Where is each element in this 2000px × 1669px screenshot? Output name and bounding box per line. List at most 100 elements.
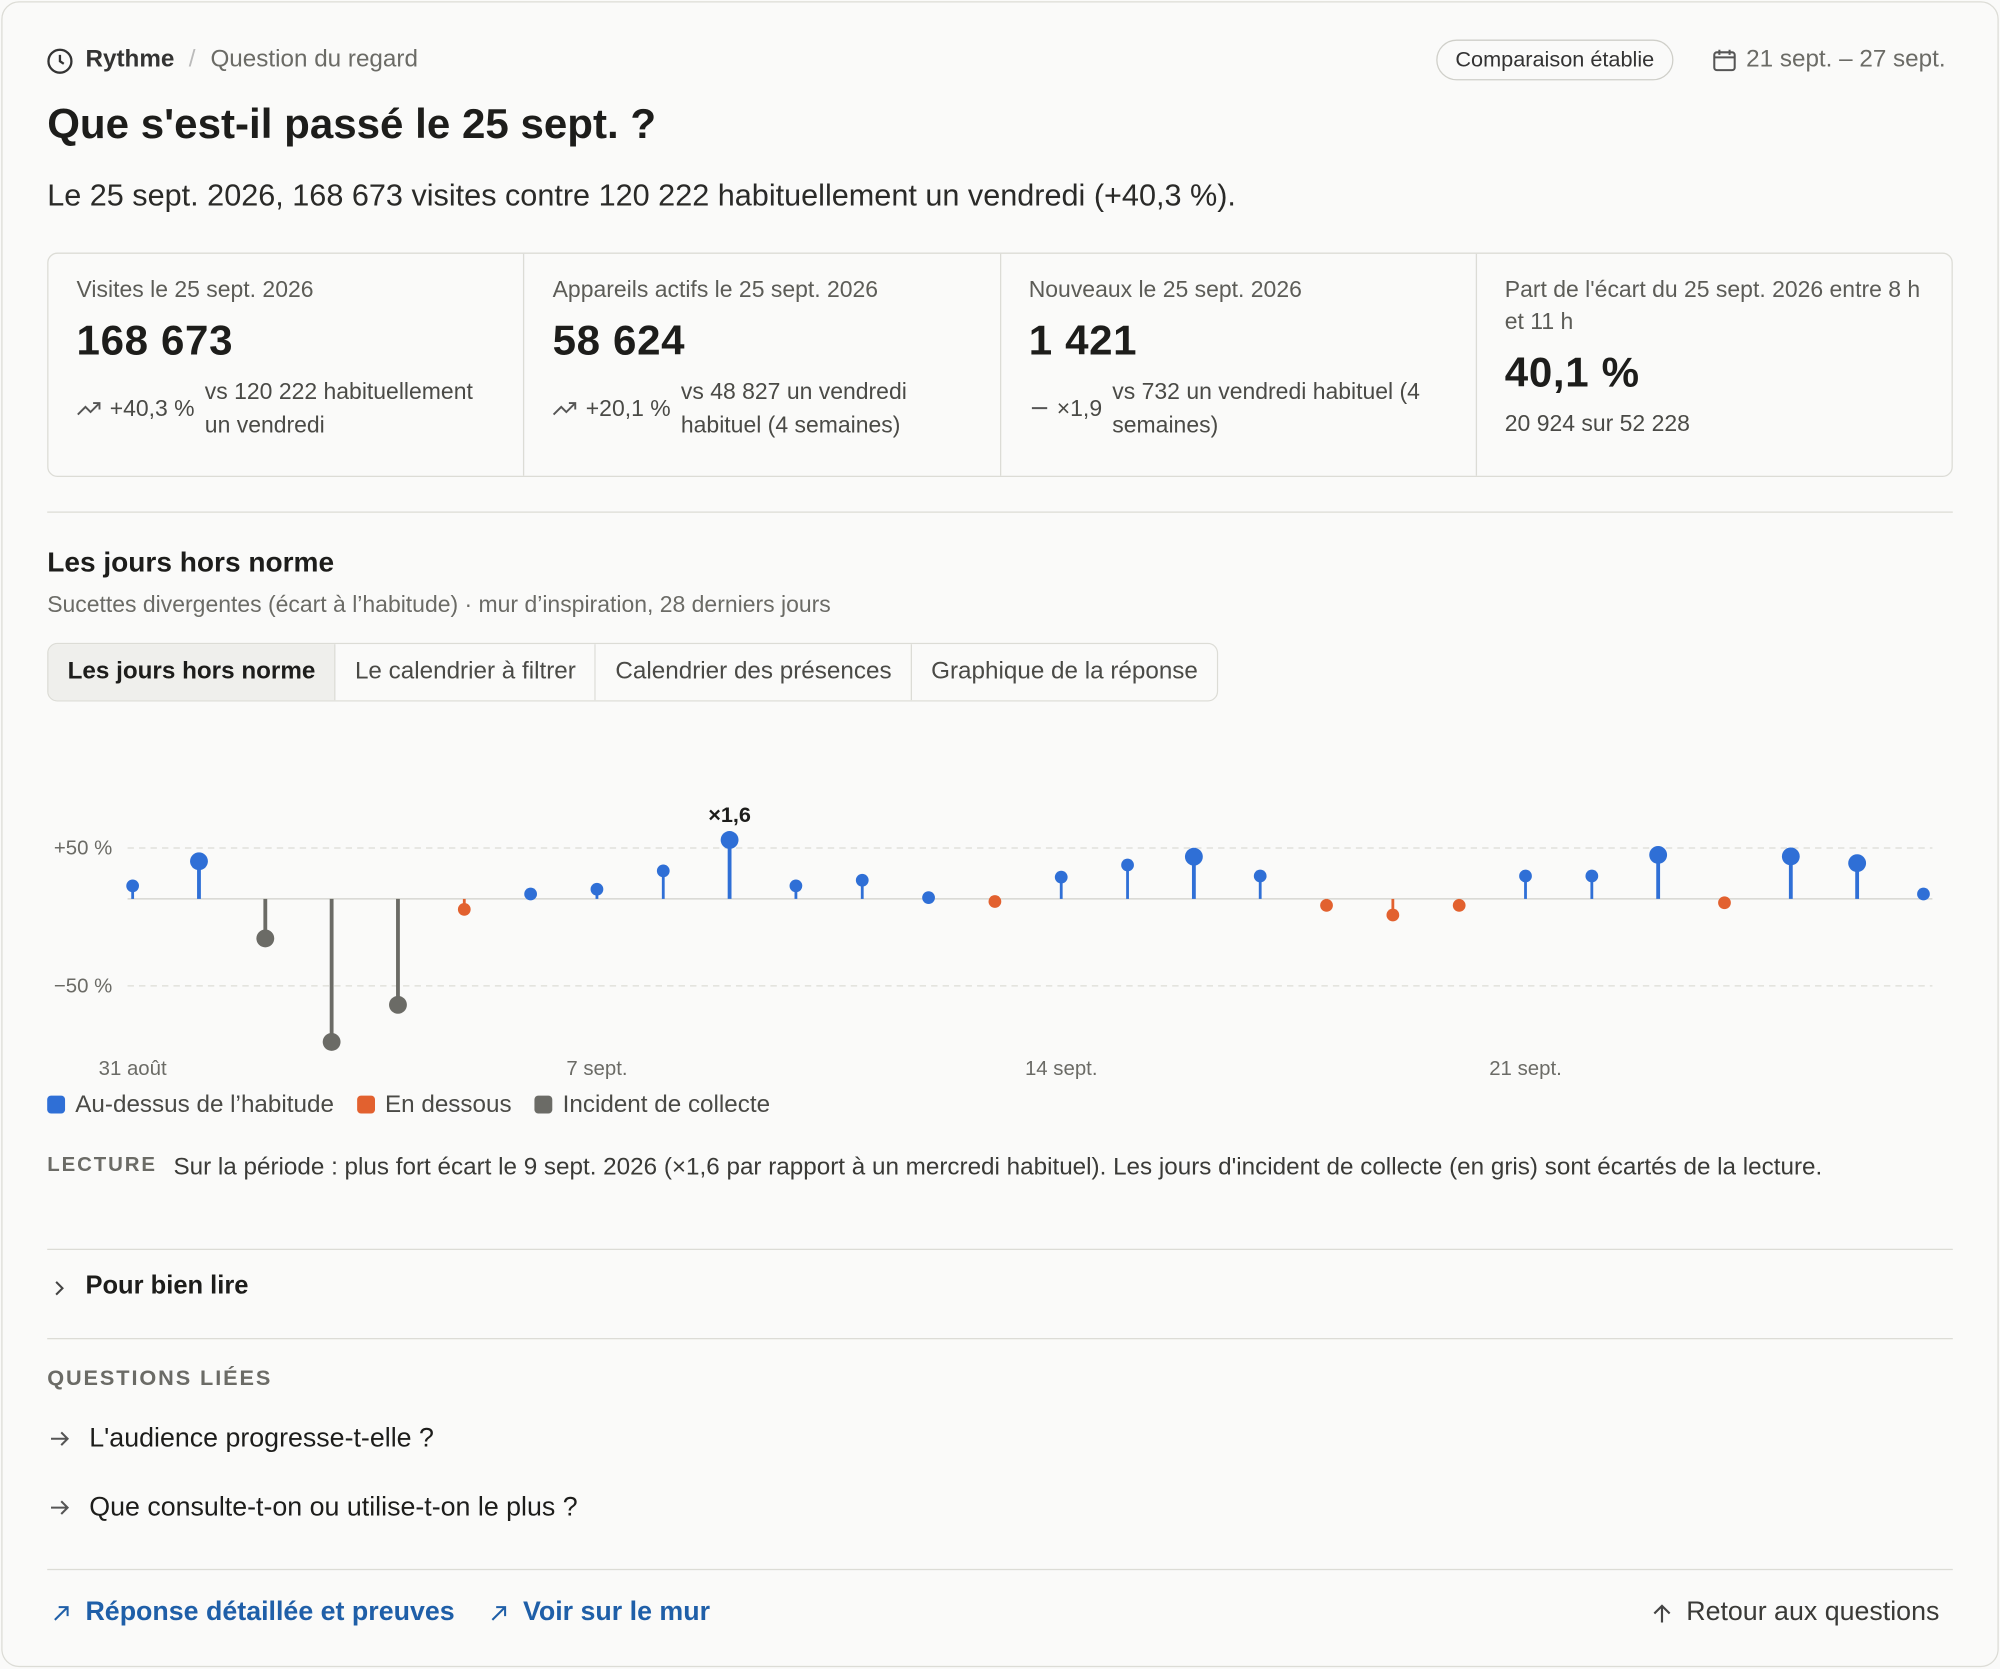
divider [47,511,1953,513]
kpi-label: Visites le 25 sept. 2026 [76,276,314,303]
legend-label: Au-dessus de l’habitude [75,1091,334,1119]
dot [190,852,208,871]
legend-label: Incident de collecte [562,1091,771,1119]
clock-icon [47,48,73,74]
kpi-value: 168 673 [76,316,234,364]
kpi-note: vs 48 827 un vendredi habituel (4 semain… [680,378,907,438]
kpi-note: vs 120 222 habituellement un vendredi [204,378,473,438]
arrow-svg [51,1500,70,1515]
tab[interactable]: Calendrier des présences [596,644,912,701]
external-icon [491,1606,507,1621]
page-title: Que s'est-il passé le 25 sept. ? [47,99,657,147]
dot [1917,887,1930,901]
breadcrumb-current: Question du regard [210,45,418,73]
related-title: QUESTIONS LIÉES [47,1366,273,1391]
x-tick-label: 21 sept. [1489,1058,1562,1080]
calendar-icon [1713,49,1736,72]
dot [720,831,739,849]
legend-label: En dessous [384,1091,512,1119]
reading-label: LECTURE [47,1154,157,1177]
legend-swatch [47,1095,66,1114]
related-question[interactable]: Que consulte-t-on ou utilise-t-on le plu… [89,1492,578,1522]
y-tick-label: +50 % [54,837,112,859]
dot [656,864,670,878]
dot [988,895,1002,908]
status-badge: Comparaison établie [1436,39,1674,81]
dot [1781,847,1800,866]
trend-icon [553,402,577,416]
legend-item: Au-dessus de l’habitude [47,1092,334,1120]
kpi-note: vs 732 un vendredi habituel (4 semaines) [1112,378,1420,438]
summary: Le 25 sept. 2026, 168 673 visites contre… [47,178,1236,214]
trend-icon [77,402,101,416]
dot [1848,854,1867,873]
dot [1519,869,1532,883]
divider [47,1568,1953,1571]
dot [922,891,935,905]
dot [1386,908,1400,922]
section-subtitle: Sucettes divergentes (écart à l’habitude… [47,591,831,618]
dot [322,1032,341,1051]
dot [789,879,803,893]
dot [1121,858,1134,872]
breadcrumb-separator: / [188,45,196,73]
kpi-delta: ×1,9 [1029,395,1102,422]
kpi-value: 40,1 % [1504,348,1640,396]
kpi-card: Visites le 25 sept. 2026 168 673 +40,3 % vs… [48,253,525,476]
up-arrow-icon [1653,1604,1671,1623]
kpi-card: Nouveaux le 25 sept. 2026 1 421 ×1,9 vs 732… [1001,253,1477,476]
footer-link[interactable]: Voir sur le mur [522,1596,711,1627]
kpi-delta-text: ×1,9 [1056,394,1103,421]
divider [47,1338,1953,1340]
dot [1452,898,1466,912]
kpi-value: 1 421 [1028,316,1138,364]
dot [1054,870,1068,884]
kpi-detail: +40,3 % vs 120 222 habituellement un vend… [77,375,496,441]
related-question[interactable]: L'audience progresse-t-elle ? [89,1423,434,1453]
dot [590,882,604,896]
kpi-grid: Visites le 25 sept. 2026 168 673 +40,3 % vs… [47,252,1953,478]
back-link[interactable]: Retour aux questions [1686,1596,1940,1627]
kpi-note: 20 924 sur 52 228 [1504,410,1690,437]
legend-swatch [534,1095,553,1114]
kpi-delta: +40,3 % [77,395,195,422]
dot [126,879,140,893]
dot [457,903,471,916]
kpi-delta: +20,1 % [553,395,671,422]
dot [1718,896,1731,910]
kpi-label: Part de l'écart du 25 sept. 2026 entre 8… [1504,276,1921,335]
chevron-icon [55,1281,64,1296]
legend-swatch [356,1095,375,1114]
dot [524,887,537,901]
kpi-detail: +20,1 % vs 48 827 un vendredi habituel (4… [553,375,972,441]
kpi-delta-text: +20,1 % [585,394,671,421]
tab[interactable]: Le calendrier à filtrer [335,644,597,701]
tab[interactable]: Graphique de la réponse [911,644,1218,701]
tab[interactable]: Les jours hors norme [48,644,336,701]
y-tick-label: −50 % [54,975,112,997]
external-icon [54,1606,69,1621]
dot [389,995,407,1014]
kpi-label: Nouveaux le 25 sept. 2026 [1028,276,1302,303]
legend-item: En dessous [356,1091,512,1120]
date-range[interactable]: 21 sept. – 27 sept. [1746,45,1946,73]
tab-bar: Les jours hors norme Le calendrier à filt… [47,642,1219,702]
dot [1253,869,1267,883]
dot [1184,847,1203,866]
value-label: ×1,6 [708,802,751,827]
legend-item: Incident de collecte [534,1091,771,1120]
details-toggle[interactable]: Pour bien lire [85,1271,249,1300]
flat-icon [1031,407,1047,410]
arrow-icon [48,1496,71,1525]
breadcrumb-root[interactable]: Rythme [85,45,175,73]
arrow-icon [48,1427,71,1456]
dot [256,929,275,948]
footer-link[interactable]: Réponse détaillée et preuves [85,1596,455,1627]
x-tick-label: 31 août [99,1058,167,1080]
dot [1585,869,1599,883]
kpi-detail: 20 924 sur 52 228 [1505,407,1924,440]
kpi-delta-text: +40,3 % [109,394,195,421]
